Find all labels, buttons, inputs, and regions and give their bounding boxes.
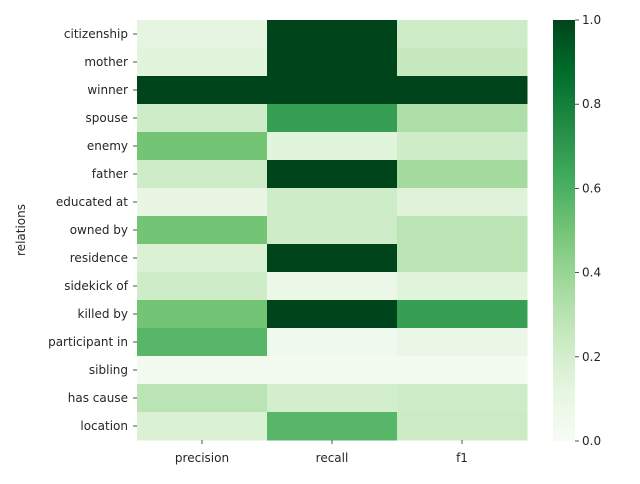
row-labels: citizenship mother winner spouse enemy father…: [48, 27, 137, 433]
column-label: precision: [175, 451, 229, 465]
heatmap-cell-killed-by-f1: [397, 300, 528, 329]
heatmap-cell-father-recall: [267, 160, 398, 189]
heatmap-cell-has-cause-f1: [397, 384, 528, 413]
heatmap-cell-residence-recall: [267, 244, 398, 273]
colorbar-tick-label: 0.0: [582, 434, 601, 448]
heatmap-cell-educated-at-f1: [397, 188, 528, 217]
heatmap-cell-educated-at-recall: [267, 188, 398, 217]
heatmap-cell-sibling-recall: [267, 356, 398, 385]
heatmap-cell-residence-f1: [397, 244, 528, 273]
heatmap-cell-enemy-f1: [397, 132, 528, 161]
row-label: sidekick of: [64, 279, 129, 293]
heatmap-cell-sidekick-of-f1: [397, 272, 528, 301]
row-label: sibling: [89, 363, 128, 377]
heatmap-cell-citizenship-precision: [137, 20, 268, 49]
heatmap-cells: [137, 20, 528, 441]
heatmap-cell-citizenship-f1: [397, 20, 528, 49]
heatmap-cell-enemy-precision: [137, 132, 268, 161]
heatmap-cell-spouse-f1: [397, 104, 528, 133]
heatmap-cell-spouse-recall: [267, 104, 398, 133]
heatmap-cell-father-precision: [137, 160, 268, 189]
heatmap-cell-location-recall: [267, 412, 398, 441]
row-label: mother: [84, 55, 128, 69]
row-label: residence: [70, 251, 128, 265]
colorbar: [553, 20, 575, 441]
heatmap-cell-owned-by-precision: [137, 216, 268, 245]
row-label: enemy: [87, 139, 128, 153]
row-label: spouse: [86, 111, 128, 125]
y-axis-label: relations: [14, 204, 28, 256]
heatmap-cell-sibling-precision: [137, 356, 268, 385]
heatmap-cell-enemy-recall: [267, 132, 398, 161]
row-label: father: [92, 167, 128, 181]
colorbar-ticks: 0.0 0.2 0.4 0.6 0.8 1.0: [575, 13, 601, 448]
heatmap-cell-winner-precision: [137, 76, 268, 105]
row-label: has cause: [68, 391, 128, 405]
row-label: owned by: [70, 223, 128, 237]
column-label: recall: [316, 451, 349, 465]
heatmap-cell-killed-by-precision: [137, 300, 268, 329]
heatmap-cell-participant-in-f1: [397, 328, 528, 357]
heatmap-cell-location-precision: [137, 412, 268, 441]
heatmap-cell-father-f1: [397, 160, 528, 189]
heatmap-cell-residence-precision: [137, 244, 268, 273]
heatmap-cell-participant-in-precision: [137, 328, 268, 357]
colorbar-tick-label: 0.4: [582, 266, 601, 280]
row-label: participant in: [48, 335, 128, 349]
heatmap-cell-has-cause-recall: [267, 384, 398, 413]
heatmap-cell-citizenship-recall: [267, 20, 398, 49]
heatmap-cell-sidekick-of-recall: [267, 272, 398, 301]
column-labels: precision recall f1: [175, 440, 468, 465]
heatmap-cell-location-f1: [397, 412, 528, 441]
heatmap-cell-sibling-f1: [397, 356, 528, 385]
heatmap-cell-educated-at-precision: [137, 188, 268, 217]
row-label: educated at: [56, 195, 128, 209]
heatmap-cell-sidekick-of-precision: [137, 272, 268, 301]
row-label: killed by: [78, 307, 128, 321]
heatmap-cell-participant-in-recall: [267, 328, 398, 357]
row-label: winner: [87, 83, 128, 97]
heatmap-cell-mother-precision: [137, 48, 268, 77]
heatmap-cell-has-cause-precision: [137, 384, 268, 413]
heatmap-cell-killed-by-recall: [267, 300, 398, 329]
row-label: location: [80, 419, 128, 433]
colorbar-tick-label: 0.8: [582, 97, 601, 111]
colorbar-tick-label: 1.0: [582, 13, 601, 27]
column-label: f1: [456, 451, 468, 465]
heatmap-cell-spouse-precision: [137, 104, 268, 133]
heatmap-cell-mother-f1: [397, 48, 528, 77]
heatmap-cell-mother-recall: [267, 48, 398, 77]
heatmap-cell-owned-by-recall: [267, 216, 398, 245]
heatmap-cell-winner-f1: [397, 76, 528, 105]
heatmap-cell-winner-recall: [267, 76, 398, 105]
row-label: citizenship: [64, 27, 128, 41]
heatmap-cell-owned-by-f1: [397, 216, 528, 245]
colorbar-tick-label: 0.2: [582, 350, 601, 364]
colorbar-tick-label: 0.6: [582, 181, 601, 195]
